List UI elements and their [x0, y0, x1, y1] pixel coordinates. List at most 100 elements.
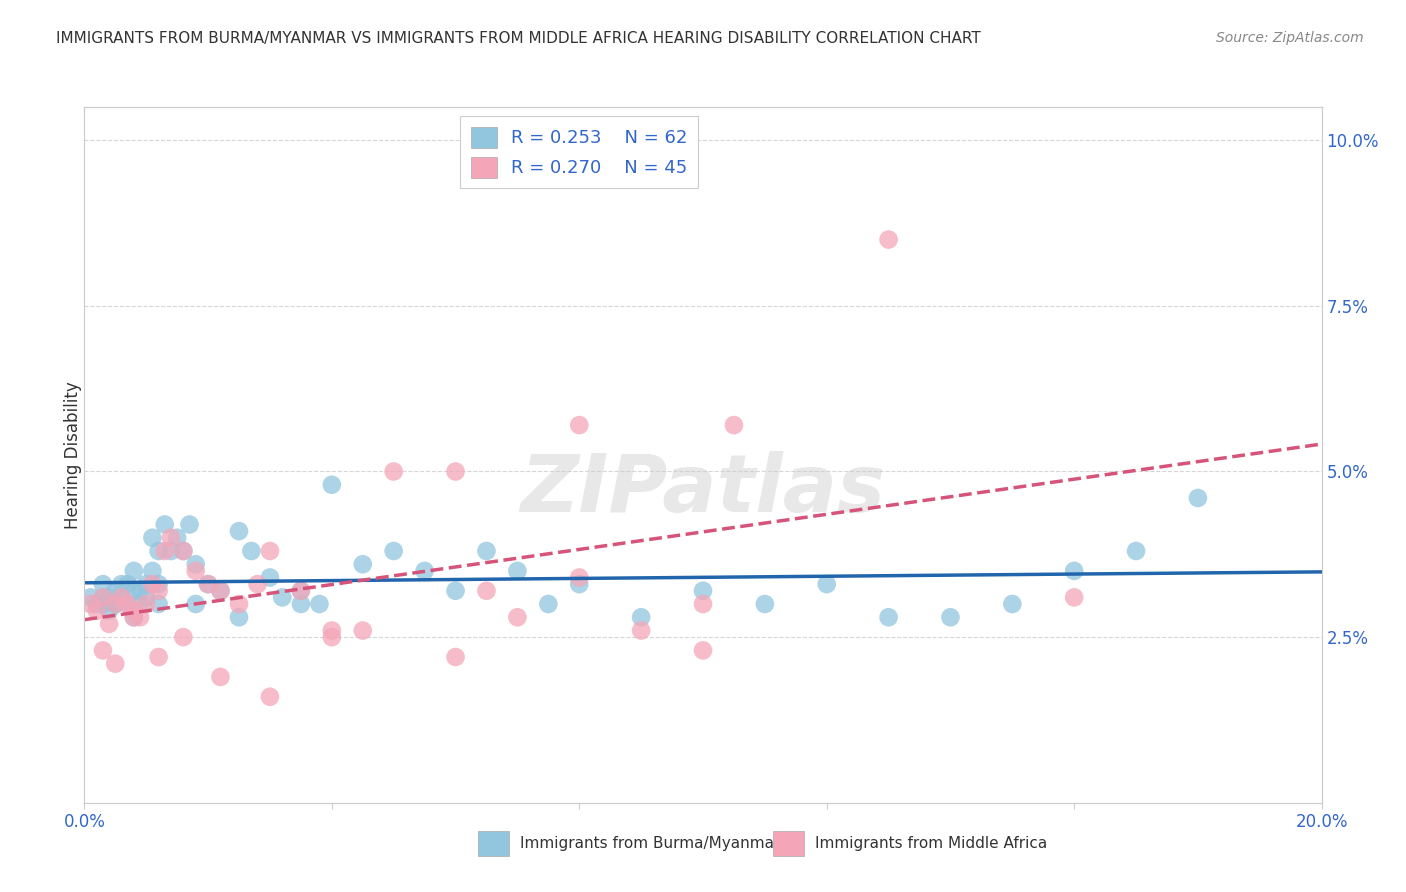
Point [148, 650, 170, 665]
Point [290, 583, 312, 598]
Point [1063, 591, 1085, 605]
Point [141, 531, 163, 545]
Point [271, 591, 294, 605]
Point [568, 570, 591, 584]
Point [413, 564, 436, 578]
Point [172, 544, 194, 558]
Point [475, 544, 498, 558]
Point [1125, 544, 1147, 558]
Point [129, 597, 152, 611]
Point [104, 583, 127, 598]
Point [86, 597, 108, 611]
Point [939, 610, 962, 624]
Point [259, 690, 281, 704]
Point [1001, 597, 1024, 611]
Point [153, 517, 176, 532]
Point [91, 597, 114, 611]
Point [166, 531, 188, 545]
Point [240, 544, 263, 558]
Point [148, 597, 170, 611]
Point [321, 630, 343, 644]
Point [122, 564, 145, 578]
Point [815, 577, 838, 591]
Point [184, 597, 207, 611]
Point [259, 570, 281, 584]
Point [382, 465, 405, 479]
Point [568, 577, 591, 591]
Point [122, 610, 145, 624]
Point [148, 577, 170, 591]
Point [692, 597, 714, 611]
Point [228, 524, 250, 538]
Text: IMMIGRANTS FROM BURMA/MYANMAR VS IMMIGRANTS FROM MIDDLE AFRICA HEARING DISABILIT: IMMIGRANTS FROM BURMA/MYANMAR VS IMMIGRA… [56, 31, 981, 46]
Point [160, 531, 183, 545]
Point [104, 597, 127, 611]
Point [1187, 491, 1209, 505]
Point [129, 583, 152, 598]
Point [135, 577, 157, 591]
Point [228, 597, 250, 611]
Point [209, 583, 232, 598]
Point [148, 583, 170, 598]
Point [877, 233, 900, 247]
Text: Immigrants from Middle Africa: Immigrants from Middle Africa [815, 837, 1047, 851]
Point [135, 597, 157, 611]
Point [160, 544, 183, 558]
Point [308, 597, 330, 611]
Point [79, 591, 101, 605]
Point [98, 616, 121, 631]
Point [877, 610, 900, 624]
Point [382, 544, 405, 558]
Point [259, 544, 281, 558]
Point [129, 610, 152, 624]
Point [91, 577, 114, 591]
Point [209, 583, 232, 598]
Point [506, 610, 529, 624]
Point [148, 544, 170, 558]
Point [1063, 564, 1085, 578]
Point [290, 583, 312, 598]
Point [135, 591, 157, 605]
Point [117, 597, 139, 611]
Point [444, 583, 467, 598]
Point [153, 544, 176, 558]
Point [228, 610, 250, 624]
Point [444, 465, 467, 479]
Point [91, 591, 114, 605]
Point [172, 630, 194, 644]
Point [321, 477, 343, 491]
Point [537, 597, 560, 611]
Point [141, 564, 163, 578]
Point [321, 624, 343, 638]
Point [98, 591, 121, 605]
Point [122, 610, 145, 624]
Point [110, 577, 132, 591]
Point [754, 597, 776, 611]
Y-axis label: Hearing Disability: Hearing Disability [65, 381, 82, 529]
Point [117, 577, 139, 591]
Point [91, 591, 114, 605]
Text: ZIPatlas: ZIPatlas [520, 450, 886, 529]
Point [141, 577, 163, 591]
Point [91, 643, 114, 657]
Point [352, 624, 374, 638]
Point [444, 650, 467, 665]
Point [692, 643, 714, 657]
Point [122, 583, 145, 598]
Point [246, 577, 269, 591]
Point [630, 610, 652, 624]
Point [475, 583, 498, 598]
Point [117, 597, 139, 611]
Point [184, 564, 207, 578]
Point [290, 597, 312, 611]
Text: Immigrants from Burma/Myanmar: Immigrants from Burma/Myanmar [520, 837, 780, 851]
Point [122, 604, 145, 618]
Point [104, 597, 127, 611]
Point [197, 577, 219, 591]
Point [98, 604, 121, 618]
Point [723, 418, 745, 433]
Point [179, 517, 201, 532]
Point [568, 418, 591, 433]
Point [630, 624, 652, 638]
Point [104, 597, 127, 611]
